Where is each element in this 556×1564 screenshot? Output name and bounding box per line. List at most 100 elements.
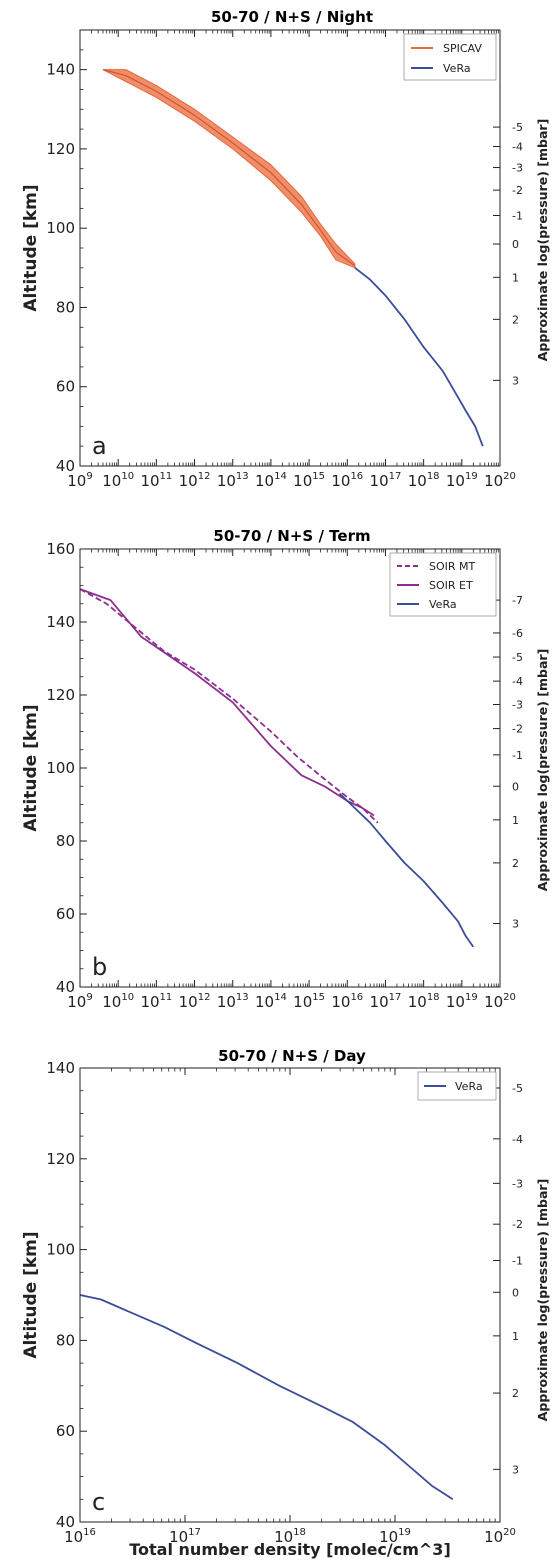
pressure-tick-label: -3 — [512, 1177, 523, 1190]
series-vera-line — [338, 792, 475, 948]
y-tick-label: 140 — [46, 61, 75, 79]
pressure-tick-label: -3 — [512, 698, 523, 711]
panel-c-title: 50-70 / N+S / Day — [218, 1047, 366, 1065]
panel-b-letter: b — [92, 953, 107, 981]
panel-b: 50-70 / N+S / Term 109 1010 1011 1012 1013 10… — [21, 527, 550, 1011]
y-tick-label: 140 — [46, 613, 75, 631]
pressure-tick-label: 1 — [512, 1330, 519, 1343]
x-tick-label: 1016 — [331, 471, 363, 490]
y-tick-label: 100 — [46, 759, 75, 777]
x-tick-label: 1020 — [484, 992, 516, 1011]
x-tick-label: 1016 — [64, 1527, 96, 1546]
panel-a-legend-spicav: SPICAV — [443, 42, 482, 55]
panel-c-ticks — [79, 1067, 501, 1523]
pressure-tick-label: -3 — [512, 162, 523, 175]
panel-a-frame — [79, 29, 501, 467]
panel-c: 50-70 / N+S / Day 1016 1017 1018 1019 1020 4… — [21, 1047, 550, 1559]
x-tick-label: 1019 — [446, 471, 478, 490]
y-tick-label: 60 — [56, 378, 75, 396]
panel-a-y-axis-label: Altitude [km] — [21, 184, 41, 311]
pressure-tick-label: -4 — [512, 1133, 523, 1146]
y-tick-label: 40 — [56, 1513, 75, 1531]
panel-b-y-axis-label: Altitude [km] — [21, 704, 41, 831]
x-tick-label: 1013 — [217, 471, 249, 490]
pressure-tick-label: -2 — [512, 1218, 523, 1231]
y-tick-label: 40 — [56, 978, 75, 996]
x-tick-label: 1010 — [102, 471, 134, 490]
x-tick-label: 1014 — [255, 471, 287, 490]
panel-a-letter: a — [92, 432, 107, 460]
panel-a-legend: SPICAV VeRa — [403, 33, 497, 81]
pressure-tick-label: -5 — [512, 121, 523, 134]
y-tick-label: 100 — [46, 1241, 75, 1259]
y-tick-label: 120 — [46, 686, 75, 704]
panel-c-legend: VeRa — [417, 1071, 497, 1101]
pressure-tick-label: 2 — [512, 313, 519, 326]
pressure-tick-label: -5 — [512, 651, 523, 664]
y-tick-label: 60 — [56, 905, 75, 923]
y-tick-label: 40 — [56, 457, 75, 475]
panel-b-legend-soir-mt: SOIR MT — [429, 560, 476, 573]
series-soir-et-line — [79, 588, 375, 817]
x-tick-label: 1015 — [293, 992, 325, 1011]
y-tick-label: 80 — [56, 832, 75, 850]
panel-c-pressure-axis-label: Approximate log(pressure) [mbar] — [535, 1179, 550, 1422]
x-tick-label: 1020 — [484, 1527, 516, 1546]
pressure-tick-label: 0 — [512, 780, 519, 793]
pressure-tick-label: 3 — [512, 374, 519, 387]
x-tick-label: 1017 — [370, 471, 402, 490]
pressure-tick-label: 1 — [512, 814, 519, 827]
pressure-tick-label: -1 — [512, 749, 523, 762]
x-axis-label: Total number density [molec/cm^3] — [129, 1540, 451, 1559]
panel-c-y-tick-labels: 40 60 80 100 120 140 — [46, 1059, 75, 1531]
y-tick-label: 160 — [46, 540, 75, 558]
panel-b-title: 50-70 / N+S / Term — [213, 527, 370, 545]
panel-b-y-tick-labels: 40 60 80 100 120 140 160 — [46, 540, 75, 996]
y-tick-label: 80 — [56, 298, 75, 316]
x-tick-label: 109 — [67, 471, 92, 490]
pressure-tick-label: -4 — [512, 675, 523, 688]
panel-a-series — [102, 69, 484, 447]
panel-b-pressure-tick-labels: -7 -6 -5 -4 -3 -2 -1 0 1 2 3 — [512, 594, 523, 930]
pressure-tick-label: 2 — [512, 857, 519, 870]
pressure-tick-label: -7 — [512, 594, 523, 607]
pressure-tick-label: 3 — [512, 1463, 519, 1476]
pressure-tick-label: -4 — [512, 141, 523, 154]
panel-b-legend: SOIR MT SOIR ET VeRa — [389, 552, 497, 617]
x-tick-label: 1018 — [274, 1527, 306, 1546]
pressure-tick-label: 1 — [512, 271, 519, 284]
panel-c-series — [79, 1294, 454, 1501]
x-tick-label: 1011 — [140, 471, 172, 490]
y-tick-label: 100 — [46, 219, 75, 237]
pressure-tick-label: -5 — [512, 1082, 523, 1095]
pressure-tick-label: -2 — [512, 184, 523, 197]
pressure-tick-label: -6 — [512, 627, 523, 640]
x-tick-label: 1012 — [179, 471, 211, 490]
x-tick-label: 1013 — [217, 992, 249, 1011]
x-tick-label: 1018 — [408, 471, 440, 490]
x-tick-label: 1010 — [102, 992, 134, 1011]
panel-c-legend-vera: VeRa — [455, 1080, 483, 1093]
panel-a-pressure-axis-label: Approximate log(pressure) [mbar] — [535, 119, 550, 362]
series-spicav-line — [102, 69, 356, 267]
panel-a-x-tick-labels: 109 1010 1011 1012 1013 1014 1015 1016 1017 1018 1… — [67, 471, 516, 490]
x-tick-label: 1017 — [370, 992, 402, 1011]
panel-a-pressure-tick-labels: -5 -4 -3 -2 -1 0 1 2 3 — [512, 121, 523, 387]
panel-c-letter: c — [92, 1488, 105, 1516]
x-tick-label: 1012 — [179, 992, 211, 1011]
y-tick-label: 80 — [56, 1331, 75, 1349]
panel-b-pressure-axis-label: Approximate log(pressure) [mbar] — [535, 649, 550, 892]
pressure-tick-label: -2 — [512, 723, 523, 736]
series-vera-line — [354, 267, 484, 447]
pressure-tick-label: -1 — [512, 1254, 523, 1267]
pressure-tick-label: -1 — [512, 209, 523, 222]
panel-b-legend-soir-et: SOIR ET — [429, 579, 473, 592]
y-tick-label: 60 — [56, 1422, 75, 1440]
x-tick-label: 1011 — [140, 992, 172, 1011]
x-tick-label: 1016 — [331, 992, 363, 1011]
x-tick-label: 1015 — [293, 471, 325, 490]
panel-a-y-tick-labels: 40 60 80 100 120 140 — [46, 61, 75, 475]
panel-c-y-axis-label: Altitude [km] — [21, 1231, 41, 1358]
x-tick-label: 1019 — [446, 992, 478, 1011]
x-tick-label: 1020 — [484, 471, 516, 490]
